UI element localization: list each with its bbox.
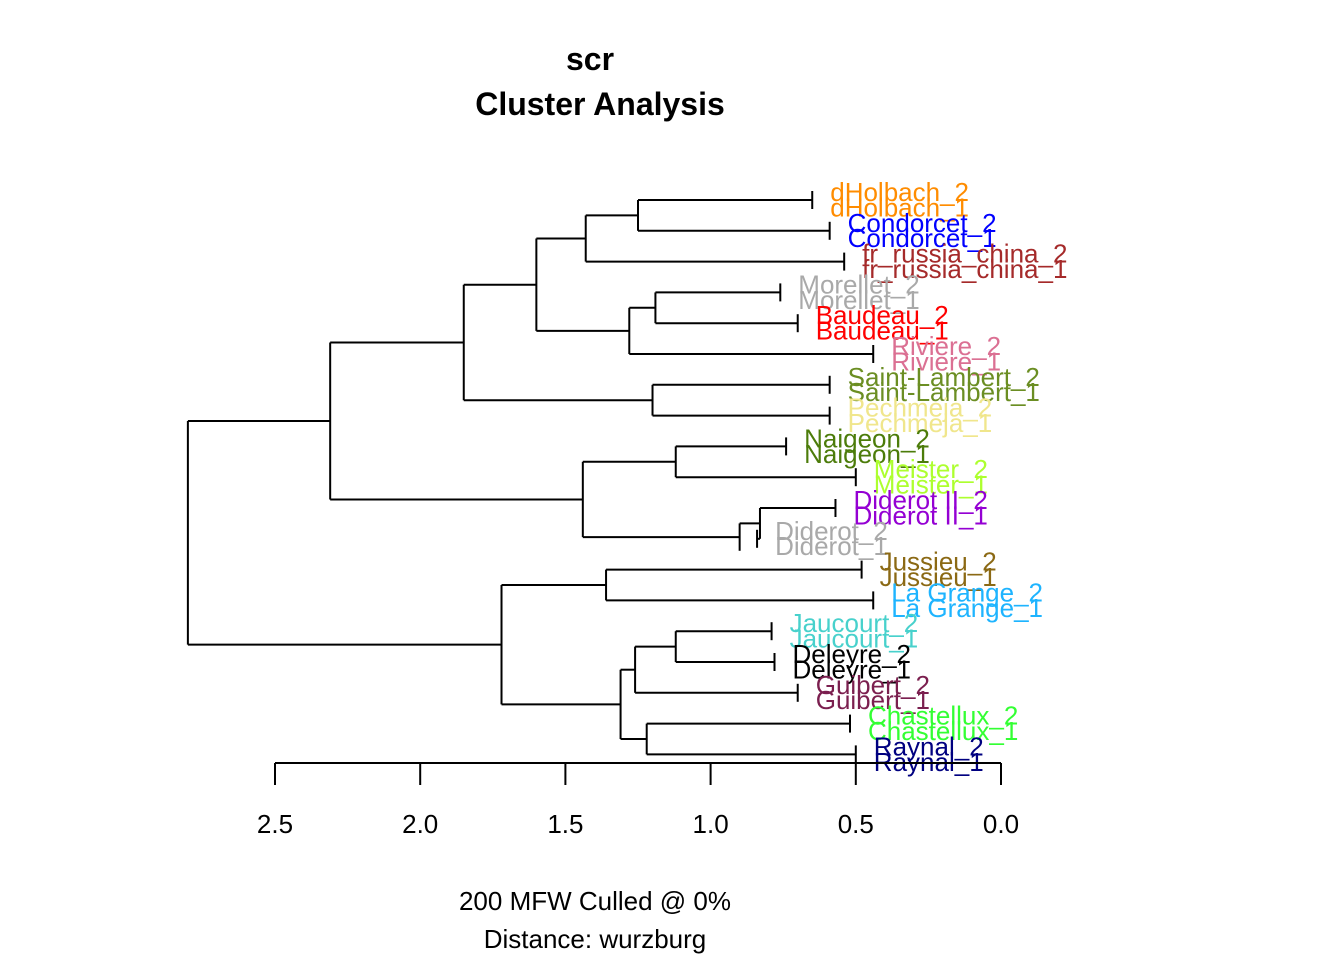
leaf-label: Naigeon_1 xyxy=(804,439,930,469)
leaf-label: Meister_1 xyxy=(874,470,988,500)
leaf-label: Guibert_2 xyxy=(816,670,930,700)
leaf-label: Baudeau_2 xyxy=(816,300,949,330)
leaf-label: Pechmeja_2 xyxy=(848,393,993,423)
plot-title-line1: scr xyxy=(566,41,614,77)
axis-tick-label: 0.0 xyxy=(983,809,1019,839)
caption-distance: Distance: wurzburg xyxy=(484,924,707,954)
leaf-label: Diderot II_1 xyxy=(853,500,987,530)
axis-tick-label: 1.5 xyxy=(547,809,583,839)
leaf-label: Saint-Lambert_1 xyxy=(848,377,1040,407)
leaf-label: fr_russia_china_2 xyxy=(862,239,1067,269)
leaf-label: Chastellux_1 xyxy=(868,716,1018,746)
leaf-label: Riviere_1 xyxy=(891,346,1001,376)
leaf-label: Deleyre_2 xyxy=(792,639,911,669)
leaf-label: Diderot_2 xyxy=(775,516,888,546)
axis-tick-label: 0.5 xyxy=(838,809,874,839)
leaf-label: Naigeon_2 xyxy=(804,423,930,453)
leaf-label: Jaucourt_1 xyxy=(790,624,919,654)
caption-mfw: 200 MFW Culled @ 0% xyxy=(459,886,731,916)
leaf-label: Diderot II_2 xyxy=(853,485,987,515)
leaf-label: Riviere_2 xyxy=(891,331,1001,361)
leaf-label: Jussieu_1 xyxy=(880,562,997,592)
leaf-label: fr_russia_china_1 xyxy=(862,254,1067,284)
leaf-label: Jaucourt_2 xyxy=(790,608,919,638)
leaf-label: Morellet_2 xyxy=(798,269,919,299)
leaf-label: Guibert_1 xyxy=(816,685,930,715)
leaf-label: Raynal_1 xyxy=(874,747,984,777)
leaf-label: Baudeau_1 xyxy=(816,316,949,346)
leaf-label: Jussieu_2 xyxy=(880,547,997,577)
leaf-label: Pechmeja_1 xyxy=(848,408,993,438)
leaf-labels: dHolbach_2dHolbach_1Condorcet_2Condorcet… xyxy=(775,177,1067,777)
leaf-label: Morellet_1 xyxy=(798,285,919,315)
axis-tick-label: 2.5 xyxy=(257,809,293,839)
leaf-label: Raynal_2 xyxy=(874,731,984,761)
leaf-label: dHolbach_2 xyxy=(830,177,969,207)
leaf-label: Deleyre_1 xyxy=(792,654,911,684)
dendrogram-tree xyxy=(186,191,875,764)
leaf-label: Meister_2 xyxy=(874,454,988,484)
leaf-label: Condorcet_2 xyxy=(848,208,997,238)
leaf-label: Diderot_1 xyxy=(775,531,888,561)
leaf-label: Condorcet_1 xyxy=(848,223,997,253)
axis-tick-label: 1.0 xyxy=(693,809,729,839)
leaf-label: La Grange_1 xyxy=(891,593,1043,623)
axis-tick-label: 2.0 xyxy=(402,809,438,839)
leaf-label: La Grange_2 xyxy=(891,577,1043,607)
leaf-label: Saint-Lambert_2 xyxy=(848,362,1040,392)
leaf-label: Chastellux_2 xyxy=(868,701,1018,731)
plot-title-line2: Cluster Analysis xyxy=(475,86,725,122)
leaf-label: dHolbach_1 xyxy=(830,192,969,222)
x-axis: 2.5 2.0 1.5 1.0 0.5 0.0 xyxy=(257,762,1019,839)
